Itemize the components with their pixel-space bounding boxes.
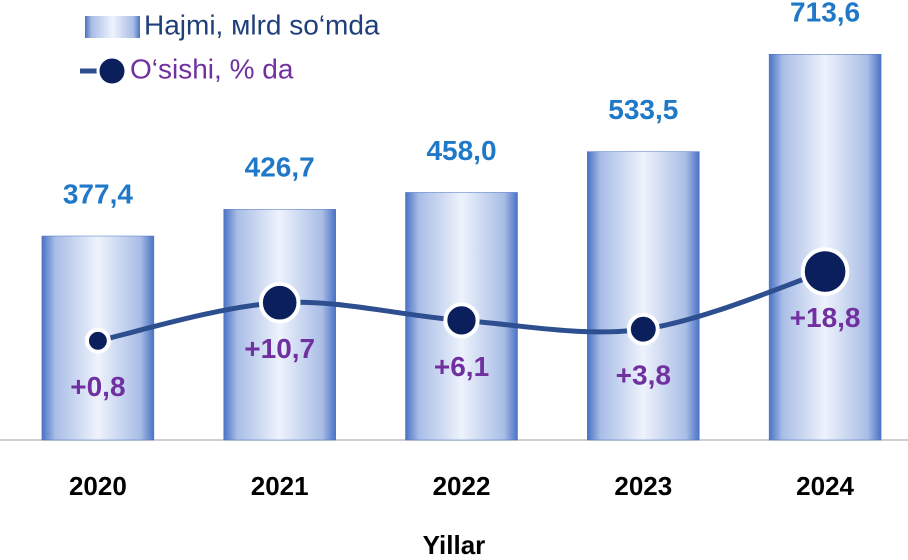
growth-marker <box>84 327 111 354</box>
bar-value-label: 458,0 <box>426 135 496 166</box>
bar-value-label: 713,6 <box>790 0 860 28</box>
legend-swatch <box>85 16 140 38</box>
growth-value-label: +18,8 <box>790 302 861 333</box>
growth-marker <box>443 302 480 339</box>
growth-marker <box>800 247 850 296</box>
growth-marker <box>626 312 660 346</box>
bar <box>587 151 700 441</box>
growth-value-label: +3,8 <box>616 360 671 391</box>
x-tick-label: 2024 <box>796 471 854 501</box>
legend-marker <box>96 55 128 87</box>
growth-value-label: +6,1 <box>434 351 489 382</box>
x-tick-label: 2020 <box>69 471 127 501</box>
legend-label: Hajmi, мlrd so‘mda <box>144 9 380 40</box>
x-tick-label: 2022 <box>433 471 491 501</box>
growth-value-label: +0,8 <box>70 371 125 402</box>
bar <box>223 209 336 441</box>
growth-marker <box>258 281 301 324</box>
x-tick-label: 2021 <box>251 471 309 501</box>
bar-value-label: 377,4 <box>63 178 133 209</box>
x-axis-label: Yillar <box>423 530 486 560</box>
x-tick-label: 2023 <box>614 471 672 501</box>
bar <box>768 54 882 441</box>
legend-label: O‘sishi, % da <box>130 53 294 84</box>
bar-value-label: 533,5 <box>608 94 678 125</box>
bar-value-label: 426,7 <box>245 152 315 183</box>
growth-value-label: +10,7 <box>244 333 315 364</box>
